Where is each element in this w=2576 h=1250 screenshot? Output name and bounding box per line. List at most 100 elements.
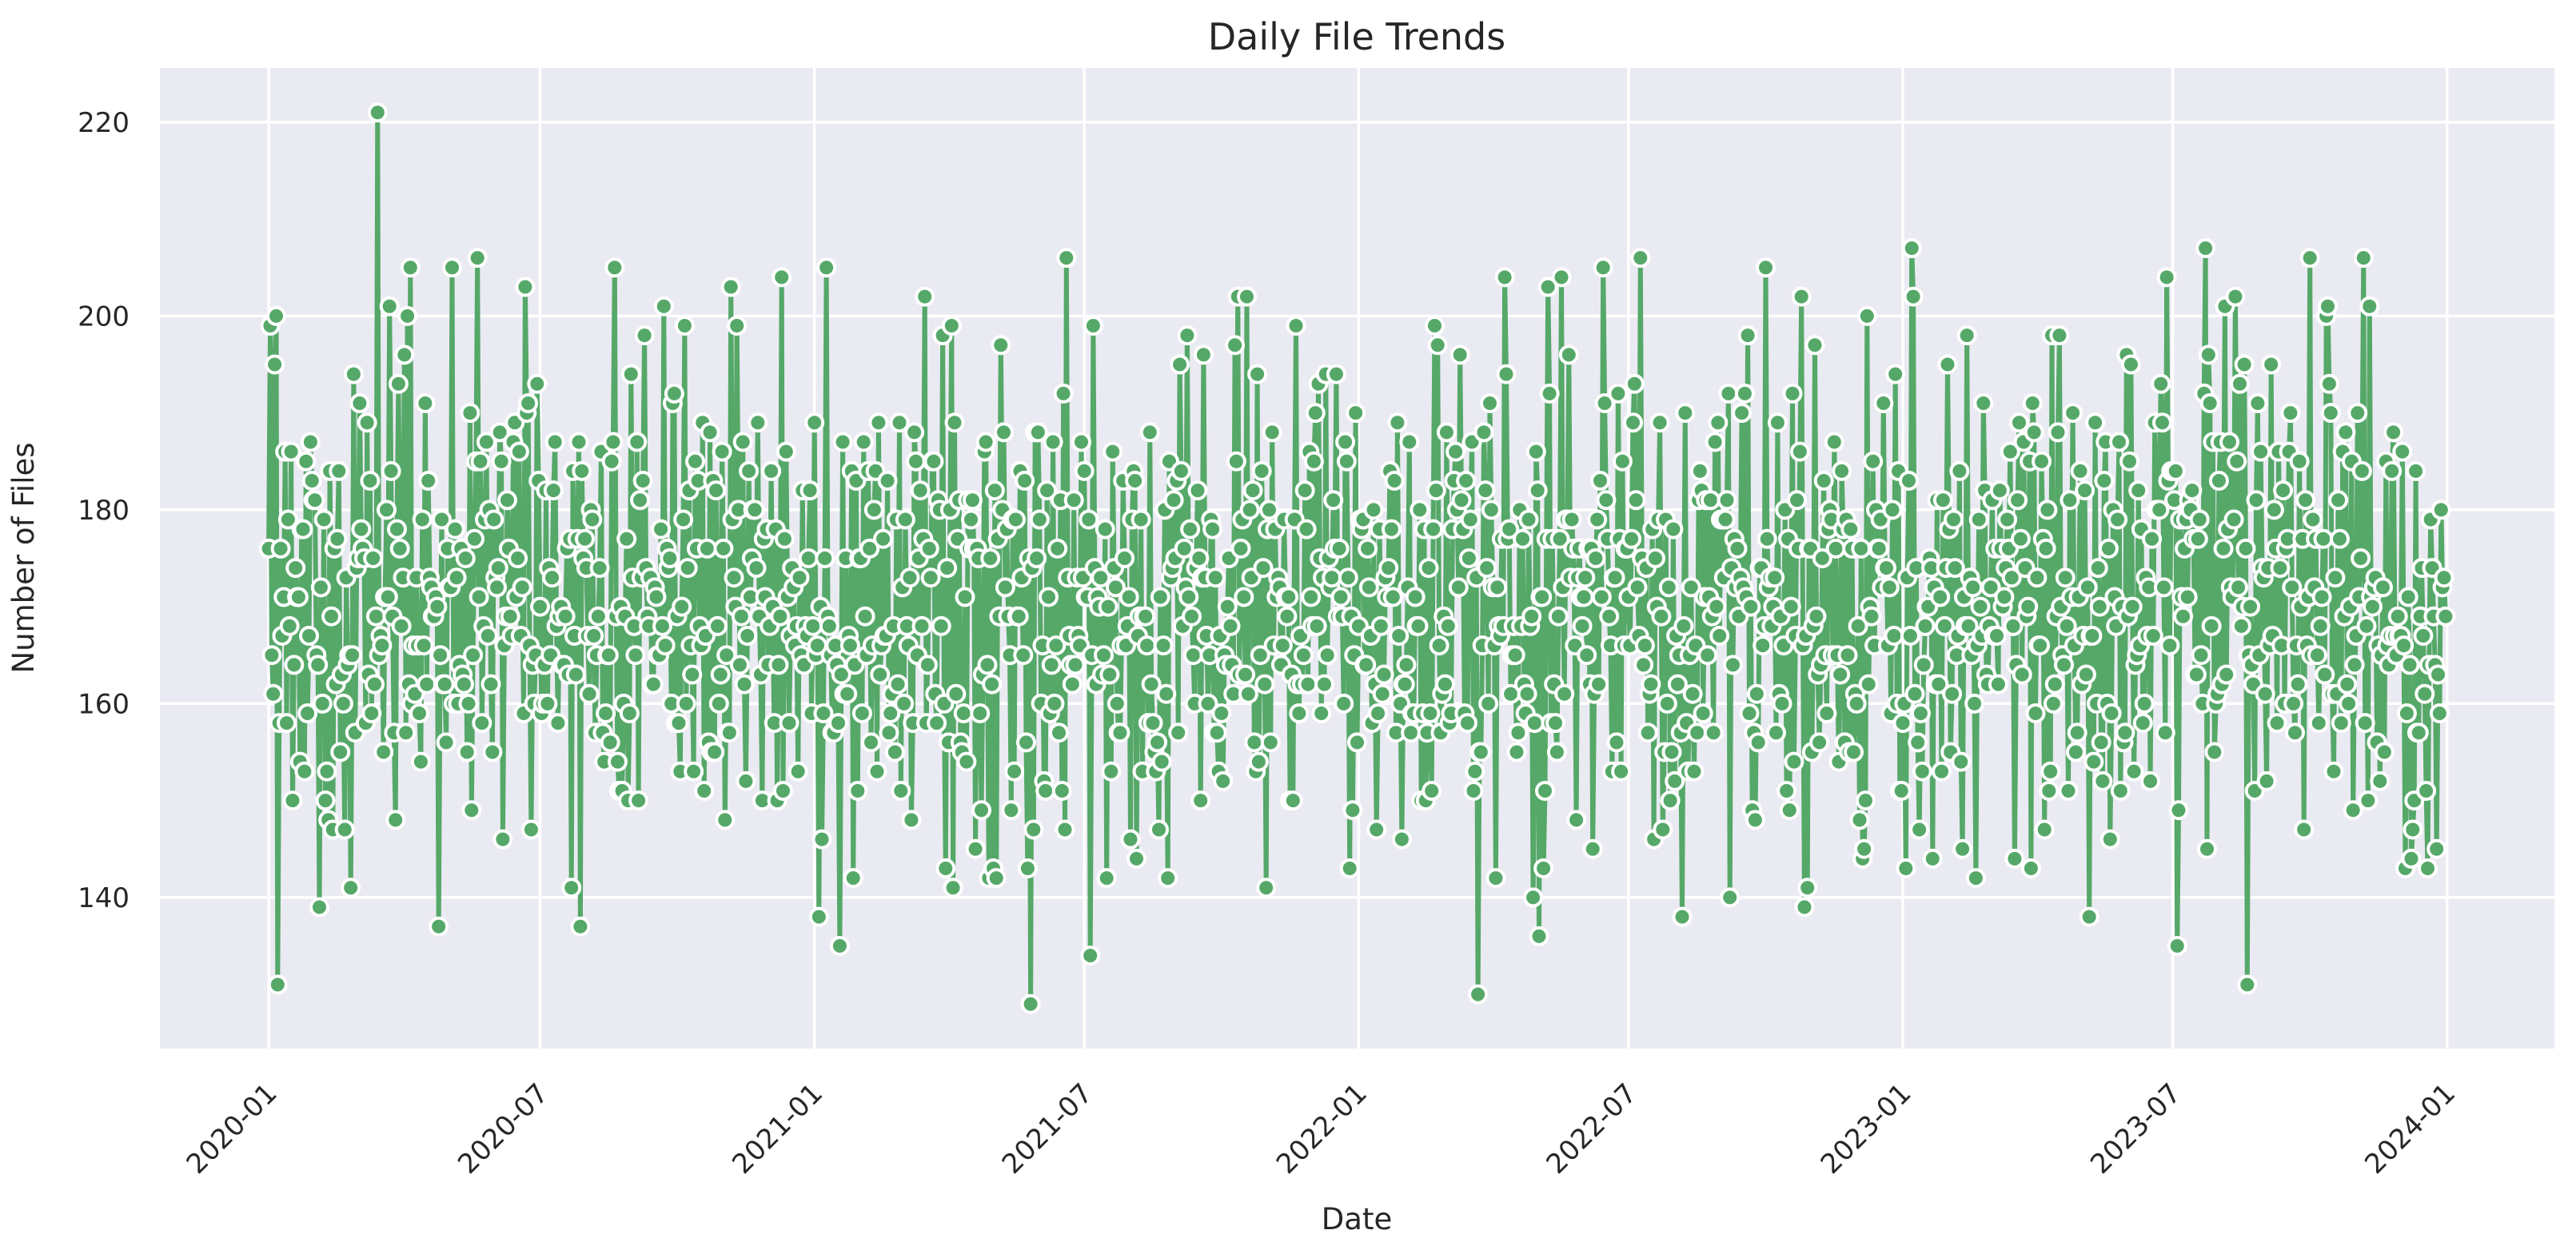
y-tick-labels: 140 160 180 200 220 — [78, 107, 130, 914]
data-point — [2010, 528, 2031, 549]
data-point — [2084, 751, 2104, 772]
data-point — [430, 645, 451, 666]
data-point — [1449, 344, 1470, 365]
data-point — [1311, 703, 1332, 723]
data-point — [1120, 829, 1141, 850]
data-point — [351, 519, 372, 539]
data-point — [1272, 635, 1293, 656]
data-point — [1546, 742, 1567, 762]
data-point — [1682, 683, 1703, 704]
data-point — [2098, 538, 2119, 559]
data-point — [293, 519, 313, 539]
data-point — [1705, 432, 1725, 452]
data-point — [2001, 567, 2022, 588]
data-point — [1952, 838, 1973, 859]
data-point — [1856, 305, 1877, 326]
data-point — [1572, 615, 1593, 636]
data-point — [1844, 742, 1864, 762]
data-point — [1286, 316, 1306, 336]
y-tick-label: 160 — [78, 688, 130, 720]
x-tick-label: 2020-01 — [181, 1077, 284, 1180]
data-point — [1363, 500, 1384, 520]
data-point — [1211, 703, 1232, 723]
data-point — [2049, 325, 2070, 346]
data-point — [2328, 490, 2349, 511]
data-point — [1715, 509, 1736, 530]
data-point — [977, 655, 998, 675]
data-point — [1605, 567, 1625, 588]
data-point — [572, 460, 592, 481]
data-point — [537, 693, 558, 714]
data-point — [1806, 606, 1827, 627]
data-point — [1178, 587, 1199, 607]
data-point — [704, 742, 725, 762]
data-point — [317, 761, 337, 782]
data-point — [1608, 383, 1629, 404]
data-point — [920, 567, 941, 588]
data-point — [2079, 906, 2099, 927]
data-point — [1429, 635, 1449, 656]
data-point — [2374, 742, 2395, 762]
data-point — [2075, 480, 2095, 501]
data-point — [1055, 819, 1075, 840]
data-point — [1532, 587, 1553, 607]
data-point — [1942, 683, 1963, 704]
data-point — [1797, 878, 1818, 898]
data-point — [2152, 412, 2172, 433]
data-point — [935, 858, 956, 878]
data-point — [634, 325, 655, 346]
data-point — [965, 838, 986, 859]
data-point — [2089, 596, 2110, 617]
data-point — [1422, 781, 1442, 801]
data-point — [798, 548, 819, 568]
data-point — [481, 674, 501, 695]
data-point — [1533, 858, 1554, 878]
data-point — [1904, 683, 1925, 704]
data-point — [676, 693, 696, 714]
data-point — [2223, 509, 2244, 530]
data-point — [2077, 577, 2098, 598]
data-point — [1130, 509, 1151, 530]
data-point — [561, 878, 582, 898]
data-point — [2199, 393, 2220, 413]
data-point — [2295, 490, 2316, 511]
data-point — [1438, 615, 1458, 636]
data-point — [2044, 674, 2065, 695]
data-point — [887, 674, 908, 695]
data-point — [1958, 615, 1979, 636]
data-point — [653, 296, 674, 316]
data-point — [630, 490, 650, 511]
data-point — [555, 606, 576, 627]
data-point — [1458, 548, 1479, 568]
data-point — [601, 451, 622, 472]
data-point — [643, 674, 664, 695]
data-point — [2024, 422, 2044, 443]
data-point — [1980, 577, 2001, 598]
data-point — [1107, 693, 1127, 714]
y-tick-label: 180 — [78, 495, 130, 527]
data-point — [1787, 490, 1808, 511]
data-point — [1789, 441, 1810, 462]
data-point — [1734, 383, 1755, 404]
data-point — [2428, 664, 2448, 685]
data-point — [1549, 528, 1570, 549]
data-point — [608, 751, 628, 772]
data-point — [2182, 480, 2203, 501]
data-point — [1708, 412, 1729, 433]
data-point — [1661, 742, 1682, 762]
data-point — [1103, 441, 1123, 462]
data-point — [2311, 587, 2332, 607]
data-point — [813, 703, 834, 723]
data-point — [1401, 723, 1422, 743]
data-point — [1418, 558, 1439, 579]
data-point — [1548, 606, 1569, 627]
data-point — [1262, 422, 1282, 443]
data-point — [713, 538, 734, 559]
data-point — [1339, 858, 1360, 878]
data-point — [1944, 558, 1965, 579]
data-point — [1346, 403, 1366, 424]
data-point — [2343, 800, 2363, 821]
data-point — [1994, 587, 2015, 607]
data-point — [413, 635, 434, 656]
